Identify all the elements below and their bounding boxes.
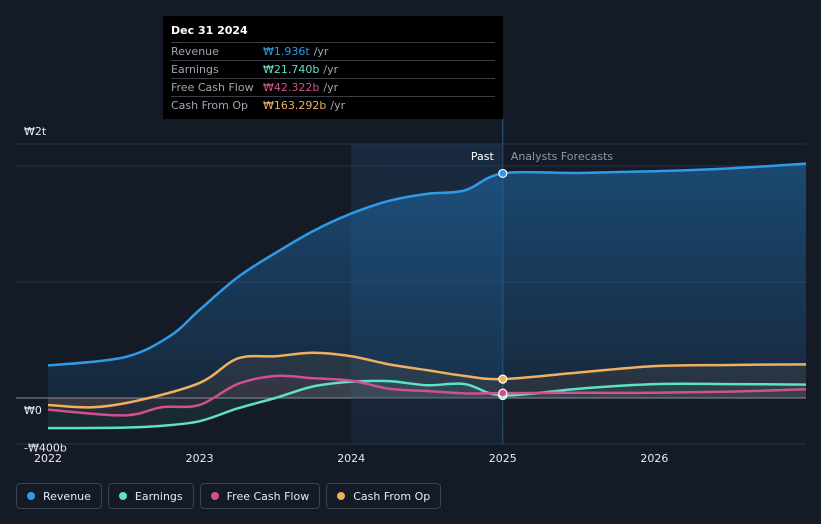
x-tick-label: 2024 [337, 452, 365, 465]
series-markers [498, 168, 508, 401]
legend-item-cash-from-op[interactable]: Cash From Op [326, 483, 442, 509]
y-tick-label: ₩2t [24, 125, 47, 138]
x-tick-label: 2023 [186, 452, 214, 465]
tooltip-label: Free Cash Flow [171, 81, 254, 94]
legend-label: Free Cash Flow [226, 489, 310, 503]
cash-from-op-line [47, 351, 807, 409]
tooltip-label: Earnings [171, 63, 219, 76]
legend-item-revenue[interactable]: Revenue [16, 483, 102, 509]
tooltip-unit: /yr [330, 99, 346, 112]
x-tick-label: 2026 [640, 452, 668, 465]
cash-from-op-marker [498, 374, 508, 384]
tooltip-unit: /yr [323, 81, 339, 94]
tooltip-unit: /yr [323, 63, 339, 76]
tooltip: Dec 31 2024 Revenue ₩1.936t /yr Earnings… [163, 16, 503, 119]
y-tick-label: -₩400b [24, 441, 67, 454]
earnings-line [47, 379, 807, 430]
legend-item-earnings[interactable]: Earnings [107, 483, 194, 509]
x-tick-label: 2022 [34, 452, 62, 465]
series-areas [48, 163, 806, 429]
tooltip-row-cash-from-op: Cash From Op ₩163.292b /yr [171, 96, 495, 114]
legend-item-free-cash-flow[interactable]: Free Cash Flow [199, 483, 321, 509]
revenue-area [48, 163, 806, 398]
tooltip-row-free-cash-flow: Free Cash Flow ₩42.322b /yr [171, 78, 495, 96]
earnings-dot-icon [118, 492, 127, 500]
cash-from-op-dot-icon [337, 492, 346, 500]
tooltip-label: Revenue [171, 45, 219, 58]
revenue-dot-icon [27, 492, 35, 500]
x-tick-label: 2025 [489, 452, 517, 465]
legend-label: Earnings [134, 489, 183, 503]
y-tick-label: ₩0 [24, 404, 42, 417]
tooltip-label: Cash From Op [171, 99, 249, 112]
series-lines [47, 162, 807, 430]
revenue-marker [498, 168, 508, 179]
tooltip-row-earnings: Earnings ₩21.740b /yr [171, 60, 495, 78]
revenue-line [47, 162, 807, 367]
legend-label: Cash From Op [353, 489, 431, 503]
free-cash-flow-dot-icon [210, 492, 219, 500]
tooltip-value: ₩1.936t [263, 45, 310, 58]
past-label: Past [471, 150, 495, 163]
tooltip-value: ₩163.292b [263, 99, 327, 112]
tooltip-value: ₩21.740b [263, 63, 320, 76]
legend: Revenue Earnings Free Cash Flow Cash Fro… [16, 483, 442, 509]
forecast-label: Analysts Forecasts [511, 150, 614, 163]
free-cash-flow-line [47, 374, 807, 417]
legend-label: Revenue [43, 489, 91, 503]
free-cash-flow-area [48, 375, 806, 416]
free-cash-flow-marker [498, 388, 508, 398]
tooltip-value: ₩42.322b [263, 81, 320, 94]
tooltip-date: Dec 31 2024 [171, 24, 248, 37]
tooltip-row-revenue: Revenue ₩1.936t /yr [171, 42, 495, 60]
tooltip-unit: /yr [313, 45, 329, 58]
